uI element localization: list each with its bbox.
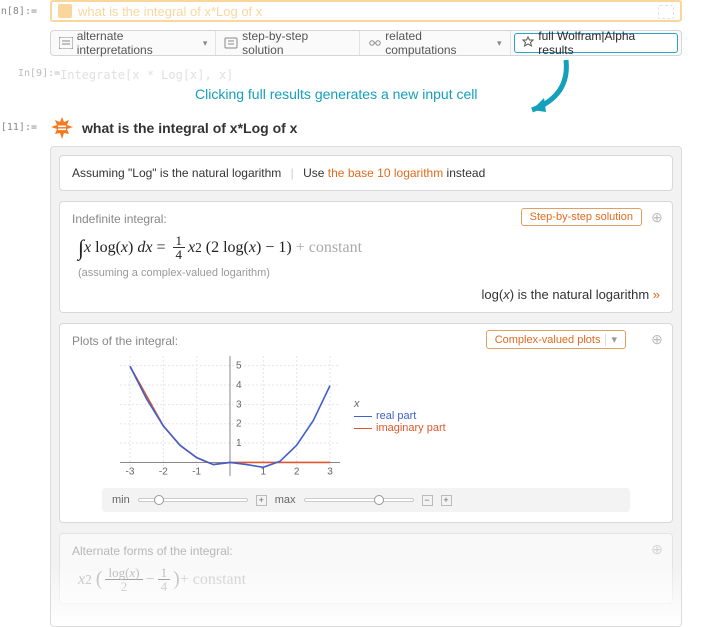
slider-plus-icon[interactable]: + [256,495,267,506]
results-panel: Assuming "Log" is the natural logarithm … [50,146,682,627]
integral-plot: -3-2-112312345 [120,356,340,476]
wolfram-equal-icon [58,4,72,18]
plots-pod: Plots of the integral: Complex-valued pl… [59,323,673,523]
svg-text:-2: -2 [159,466,168,476]
chevron-down-icon: ▾ [497,38,502,49]
chevron-down-icon: ▾ [203,38,208,49]
annotation-text: Clicking full results generates a new in… [195,86,477,102]
ghost-input-text: what is the integral of x*Log of x [78,4,262,19]
slider-max-label: max [275,494,296,506]
btn-label: step-by-step solution [242,29,350,57]
cell-label-faded: In[9]:= [18,68,60,79]
cell-label-new: In[11]:= [0,122,37,133]
alternate-forms-pod: Alternate forms of the integral: ⊕ x2 ( … [59,533,673,604]
expand-pod-icon[interactable]: ⊕ [650,542,664,556]
svg-text:1: 1 [236,438,242,449]
slider-min-label: min [112,494,130,506]
svg-text:5: 5 [236,361,242,372]
btn-label: alternate interpretations [77,29,200,57]
list-icon [59,37,73,49]
new-input-cell: what is the integral of x*Log of x [50,116,297,140]
assumption-link[interactable]: the base 10 logarithm [328,166,443,180]
slider-minus-icon[interactable]: − [422,495,433,506]
results-toolbar: alternate interpretations ▾ step-by-step… [50,30,682,56]
separator: | [285,166,300,180]
svg-text:2: 2 [236,419,242,430]
wolfram-spiky-icon [50,116,74,140]
slider-min[interactable] [138,498,248,502]
cell-label-prev: In[8]:= [0,6,37,17]
pod-title: Alternate forms of the integral: [72,544,660,558]
svg-text:-1: -1 [192,466,201,476]
btn-label: related computations [385,29,494,57]
altform-formula: x2 ( log(x)2 − 14 )+ constant [72,566,660,593]
steps-icon [224,37,238,49]
ghost-input-bar[interactable]: what is the integral of x*Log of x [50,0,682,22]
svg-text:3: 3 [327,466,333,476]
expand-pod-icon[interactable]: ⊕ [650,332,664,346]
alternate-interpretations-button[interactable]: alternate interpretations ▾ [51,31,216,55]
faded-code: Integrate[x * Log[x], x] [60,68,233,82]
step-by-step-button[interactable]: step-by-step solution [216,31,359,55]
expand-icon[interactable] [658,5,674,19]
assumption-prefix: Assuming "Log" is the natural logarithm [72,166,281,180]
slider-max[interactable] [304,498,414,502]
btn-label: full Wolfram|Alpha results [538,29,671,57]
range-sliders: min + max − + [102,488,630,512]
expand-pod-icon[interactable]: ⊕ [650,210,664,224]
log-natural-note[interactable]: log(x) is the natural logarithm » [72,287,660,302]
plot-legend: x real part imaginary part [354,398,446,434]
svg-text:2: 2 [294,466,300,476]
full-wolfram-results-button[interactable]: full Wolfram|Alpha results [514,33,678,53]
assumption-card: Assuming "Log" is the natural logarithm … [59,155,673,191]
annotation-arrow-icon [510,56,580,120]
integral-formula: ∫x log(x) dx = 14 x2 (2 log(x) − 1) + co… [72,234,660,261]
svg-text:3: 3 [236,399,242,410]
svg-text:-3: -3 [126,466,135,476]
assumption-use: Use [303,166,324,180]
spiky-icon [521,36,535,50]
complex-plots-button[interactable]: Complex-valued plots▾ [486,330,626,349]
svg-text:4: 4 [236,380,242,391]
query-text: what is the integral of x*Log of x [82,120,297,136]
related-computations-button[interactable]: related computations ▾ [360,31,511,55]
indefinite-integral-pod: Indefinite integral: Step-by-step soluti… [59,201,673,313]
assumption-suffix: instead [447,166,486,180]
related-icon [368,37,382,49]
slider-plus2-icon[interactable]: + [441,495,452,506]
step-by-step-pod-button[interactable]: Step-by-step solution [521,208,642,226]
formula-assumption: (assuming a complex-valued logarithm) [72,267,660,279]
